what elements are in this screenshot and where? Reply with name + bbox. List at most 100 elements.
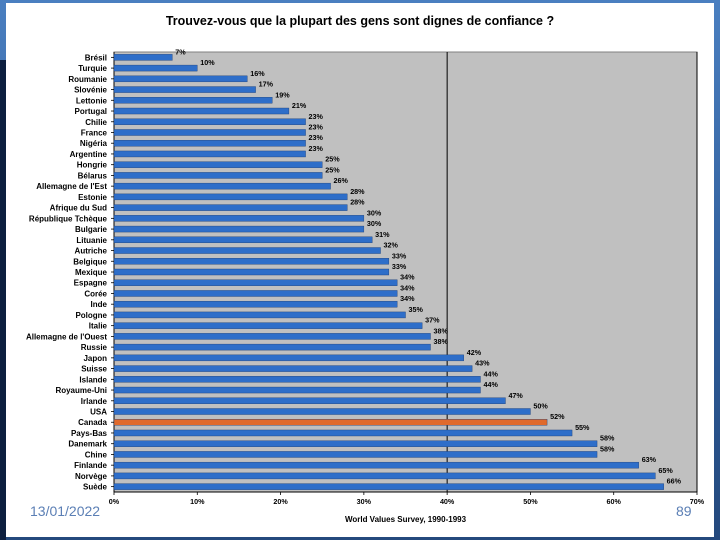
category-label-35: Pays-Bas — [71, 429, 108, 438]
bar-29 — [113, 365, 473, 372]
data-label-30: 44% — [483, 369, 498, 378]
x-tick-label-2: 20% — [273, 497, 288, 506]
data-label-26: 38% — [433, 326, 448, 335]
category-label-37: Chine — [85, 450, 108, 459]
category-label-20: Mexique — [75, 268, 108, 277]
category-label-33: USA — [90, 408, 107, 417]
data-label-2: 16% — [250, 69, 265, 78]
data-label-15: 30% — [367, 208, 382, 217]
category-label-24: Pologne — [75, 311, 107, 320]
data-label-1: 10% — [200, 58, 215, 67]
category-label-12: Allemagne de l'Est — [36, 182, 107, 191]
bar-3 — [113, 86, 256, 93]
category-label-32: Irlande — [81, 397, 108, 406]
data-label-8: 23% — [309, 133, 324, 142]
bar-36 — [113, 440, 598, 447]
bar-23 — [113, 300, 398, 308]
chart-title: Trouvez-vous que la plupart des gens son… — [165, 14, 555, 28]
category-label-1: Turquie — [78, 64, 107, 73]
x-axis-label: World Values Survey, 1990-1993 — [345, 515, 467, 524]
bar-39 — [113, 472, 656, 480]
category-label-26: Allemagne de l'Ouest — [26, 332, 107, 341]
bar-27 — [113, 343, 431, 351]
category-label-40: Suède — [83, 483, 108, 492]
data-label-5: 21% — [292, 101, 307, 110]
category-label-5: Portugal — [75, 107, 107, 116]
bar-12 — [113, 182, 331, 190]
category-label-19: Belgique — [73, 257, 107, 266]
bar-0 — [113, 54, 173, 61]
data-label-40: 66% — [667, 477, 682, 486]
bar-14 — [113, 204, 348, 211]
category-label-8: Nigéria — [80, 139, 108, 148]
category-label-38: Finlande — [74, 461, 107, 470]
data-label-11: 25% — [325, 165, 340, 174]
bar-18 — [113, 247, 381, 254]
bar-15 — [113, 215, 365, 222]
x-tick-label-5: 50% — [523, 497, 538, 506]
bar-35 — [113, 429, 573, 437]
category-label-9: Argentine — [70, 150, 108, 159]
bar-33 — [113, 408, 531, 415]
slide-left-strip — [0, 60, 6, 540]
data-label-21: 34% — [400, 273, 415, 282]
bar-2 — [113, 75, 248, 83]
bar-10 — [113, 161, 323, 168]
x-tick-label-7: 70% — [690, 497, 705, 506]
data-label-25: 37% — [425, 316, 440, 325]
bar-34 — [113, 419, 548, 426]
data-label-34: 52% — [550, 412, 565, 421]
bar-38 — [113, 461, 639, 469]
data-label-0: 7% — [175, 47, 186, 56]
category-label-15: République Tchèque — [29, 214, 108, 223]
data-label-29: 43% — [475, 359, 490, 368]
category-label-14: Afrique du Sud — [50, 204, 107, 213]
data-label-16: 30% — [367, 219, 382, 228]
category-label-7: France — [81, 128, 108, 137]
data-label-6: 23% — [309, 112, 324, 121]
category-label-3: Slovénie — [74, 86, 107, 95]
data-label-24: 35% — [409, 305, 424, 314]
category-label-28: Japon — [83, 354, 107, 363]
bar-5 — [113, 107, 290, 115]
data-label-28: 42% — [467, 348, 482, 357]
category-label-21: Espagne — [74, 279, 108, 288]
data-label-22: 34% — [400, 283, 415, 292]
category-label-36: Danemark — [68, 440, 107, 449]
data-label-9: 23% — [309, 144, 324, 153]
data-label-31: 44% — [483, 380, 498, 389]
x-tick-label-6: 60% — [607, 497, 622, 506]
bar-7 — [113, 129, 306, 136]
data-label-17: 31% — [375, 230, 390, 239]
data-label-10: 25% — [325, 155, 340, 164]
category-label-10: Hongrie — [77, 161, 108, 170]
category-label-17: Lituanie — [76, 236, 107, 245]
data-label-12: 26% — [334, 176, 349, 185]
data-label-35: 55% — [575, 423, 590, 432]
bar-9 — [113, 150, 306, 158]
category-label-4: Lettonie — [76, 96, 108, 105]
bar-37 — [113, 451, 598, 458]
category-label-23: Inde — [91, 300, 108, 309]
category-label-30: Islande — [79, 375, 107, 384]
category-label-22: Corée — [84, 289, 107, 298]
bar-24 — [113, 311, 406, 319]
data-label-13: 28% — [350, 187, 365, 196]
data-label-19: 33% — [392, 251, 407, 260]
bar-6 — [113, 118, 306, 125]
bar-20 — [113, 268, 390, 276]
category-label-0: Brésil — [85, 53, 107, 62]
bar-11 — [113, 172, 323, 179]
bar-19 — [113, 258, 390, 265]
bar-40 — [113, 483, 664, 490]
bar-26 — [113, 333, 431, 340]
data-label-32: 47% — [508, 391, 523, 400]
bar-30 — [113, 376, 481, 383]
bar-32 — [113, 397, 506, 404]
data-label-23: 34% — [400, 294, 415, 303]
bar-22 — [113, 290, 398, 297]
bar-16 — [113, 225, 365, 233]
category-label-6: Chilie — [85, 118, 107, 127]
category-label-39: Norvège — [75, 472, 108, 481]
